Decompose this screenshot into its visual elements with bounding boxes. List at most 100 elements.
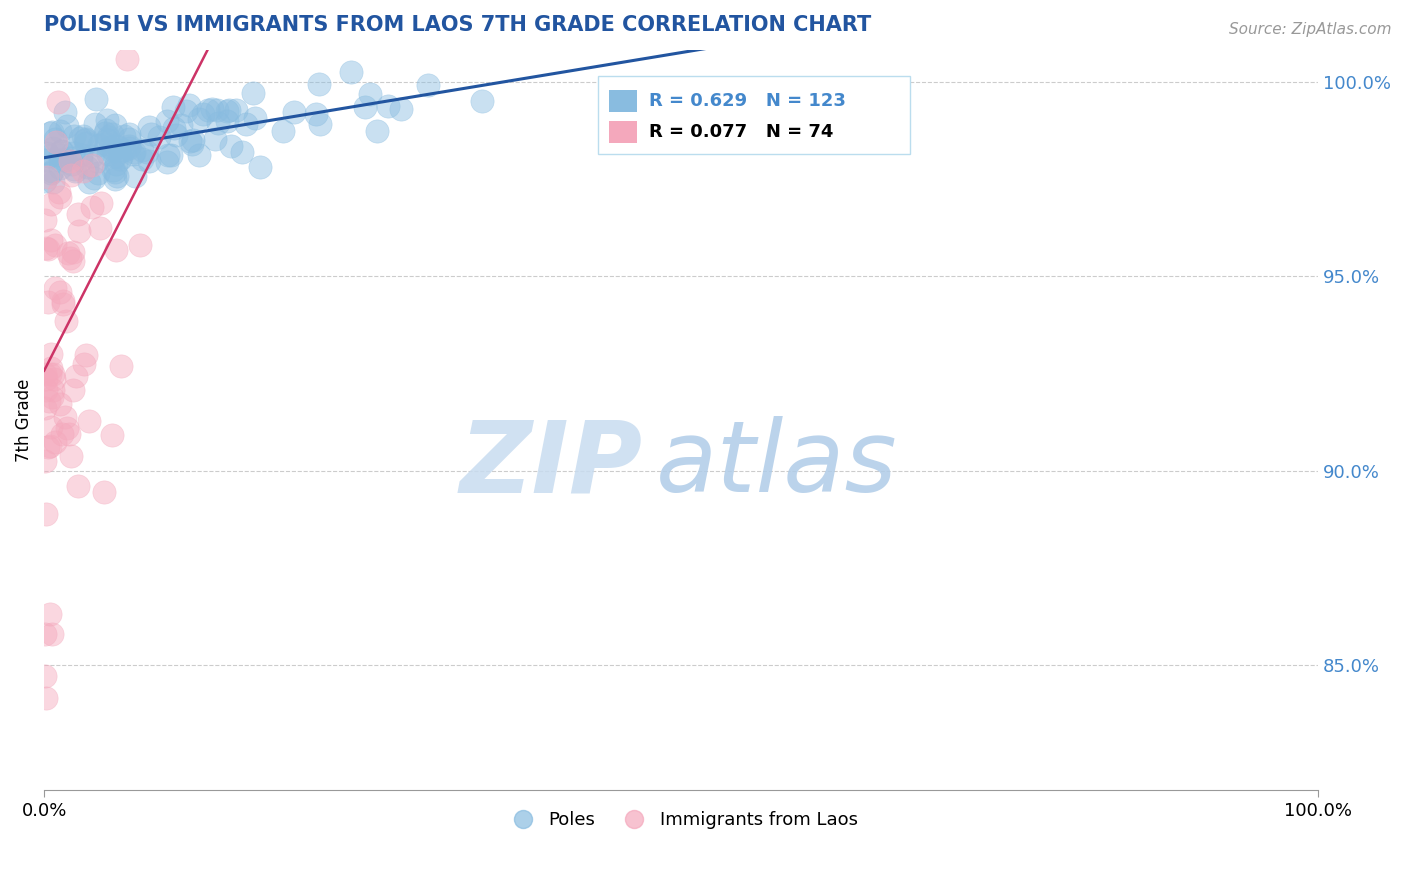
Point — [67, 225, 90, 239]
Point — [101, 143, 124, 157]
Point — [39, 347, 62, 361]
Point — [90, 196, 112, 211]
Point — [39, 126, 62, 140]
Point — [101, 128, 124, 142]
Point — [72, 164, 94, 178]
Point — [59, 151, 82, 165]
Text: ZIP: ZIP — [460, 416, 643, 513]
Point — [225, 103, 247, 118]
Point — [49, 161, 72, 175]
Point — [65, 368, 87, 383]
Y-axis label: 7th Grade: 7th Grade — [15, 378, 32, 462]
Point — [118, 139, 141, 153]
Point — [82, 148, 104, 162]
Point — [34, 454, 56, 468]
Point — [165, 128, 187, 142]
Point — [42, 383, 65, 397]
Point — [34, 627, 56, 641]
Point — [180, 136, 202, 151]
Point — [110, 150, 132, 164]
Point — [34, 368, 56, 382]
Point — [63, 161, 86, 176]
Point — [86, 154, 108, 169]
Point — [118, 141, 141, 155]
Point — [177, 98, 200, 112]
Point — [35, 372, 58, 386]
Point — [41, 390, 63, 404]
Point — [41, 627, 63, 641]
Point — [77, 414, 100, 428]
Point — [89, 220, 111, 235]
Point — [90, 2, 112, 16]
Point — [60, 168, 83, 182]
Point — [98, 139, 121, 153]
Point — [37, 243, 59, 257]
Point — [162, 100, 184, 114]
Point — [49, 124, 72, 138]
Point — [197, 103, 219, 117]
Point — [62, 244, 84, 259]
Point — [97, 130, 120, 145]
Text: R = 0.077   N = 74: R = 0.077 N = 74 — [650, 123, 834, 141]
Point — [63, 128, 86, 143]
Point — [219, 139, 242, 153]
Point — [207, 115, 229, 129]
FancyBboxPatch shape — [599, 77, 911, 154]
Point — [110, 359, 132, 373]
Point — [52, 297, 75, 311]
Point — [86, 92, 108, 106]
Point — [34, 213, 56, 227]
Point — [136, 145, 159, 160]
Point — [129, 237, 152, 252]
Point — [188, 112, 211, 126]
Point — [104, 165, 127, 179]
Point — [34, 241, 56, 255]
Point — [56, 119, 79, 133]
Point — [96, 113, 118, 128]
Point — [48, 396, 70, 410]
Point — [249, 160, 271, 174]
Point — [80, 158, 103, 172]
Point — [59, 153, 82, 168]
Point — [471, 94, 494, 108]
Point — [115, 53, 138, 67]
Point — [46, 95, 69, 109]
Point — [156, 155, 179, 169]
Point — [59, 449, 82, 463]
Point — [45, 135, 67, 149]
Point — [101, 428, 124, 442]
Point — [160, 148, 183, 162]
Point — [62, 383, 84, 397]
Point — [93, 484, 115, 499]
Point — [305, 106, 328, 120]
Point — [44, 238, 66, 252]
Point — [62, 146, 84, 161]
Point — [138, 153, 160, 168]
Point — [110, 152, 132, 166]
Point — [39, 360, 62, 375]
Point — [204, 132, 226, 146]
Point — [308, 78, 330, 92]
Point — [35, 146, 58, 161]
Point — [48, 185, 70, 199]
Point — [39, 233, 62, 247]
Point — [112, 129, 135, 144]
Point — [103, 172, 125, 186]
FancyBboxPatch shape — [609, 89, 637, 112]
Point — [55, 314, 77, 328]
Point — [122, 145, 145, 160]
Point — [35, 383, 58, 397]
Point — [62, 253, 84, 268]
Point — [156, 148, 179, 162]
Point — [83, 117, 105, 131]
Point — [193, 106, 215, 120]
Point — [121, 146, 143, 161]
Point — [389, 102, 412, 116]
Point — [34, 401, 56, 415]
Text: POLISH VS IMMIGRANTS FROM LAOS 7TH GRADE CORRELATION CHART: POLISH VS IMMIGRANTS FROM LAOS 7TH GRADE… — [44, 15, 872, 35]
Point — [41, 175, 63, 189]
Point — [42, 367, 65, 381]
Point — [44, 434, 66, 449]
Point — [42, 141, 65, 155]
Point — [51, 144, 73, 158]
